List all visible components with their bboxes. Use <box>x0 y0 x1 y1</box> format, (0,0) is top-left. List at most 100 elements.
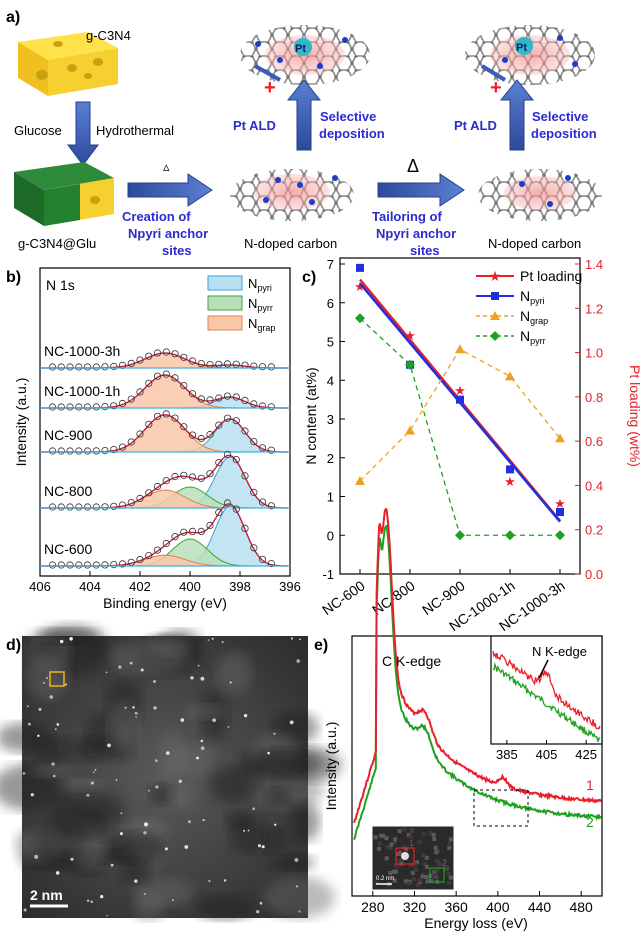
pt-marker: ★ <box>554 496 566 511</box>
legend-pyrr-marker <box>490 331 500 341</box>
ngrap-marker <box>405 425 415 435</box>
data-point <box>153 349 162 357</box>
data-point <box>110 560 118 569</box>
data-point <box>258 444 267 452</box>
inset-xtick-label: 385 <box>496 747 518 762</box>
single-atom <box>229 681 232 684</box>
inset-pixel <box>400 857 405 862</box>
inset-pixel <box>377 841 382 846</box>
data-point <box>171 472 179 481</box>
data-point <box>136 494 144 502</box>
inset-pixel <box>432 870 437 875</box>
data-point <box>48 447 57 455</box>
legend-pyri-marker <box>491 292 499 300</box>
data-point <box>153 412 162 420</box>
legend-npyri-swatch <box>207 275 243 291</box>
single-atom <box>110 863 114 867</box>
data-point <box>83 403 92 411</box>
data-point <box>206 521 214 530</box>
texture-blob <box>30 764 76 777</box>
curve-1-label: 1 <box>586 777 594 793</box>
inset-pixel <box>393 869 398 874</box>
data-point <box>75 403 83 411</box>
selective-arrow-1 <box>286 79 322 151</box>
single-atom <box>69 637 73 641</box>
inset-pixel <box>421 853 426 858</box>
n-kedge-label: N K-edge <box>532 644 587 659</box>
b-xtick-label: 402 <box>129 579 151 594</box>
single-atom <box>46 677 48 679</box>
data-point <box>92 561 100 569</box>
c-y2tick-label: 1.2 <box>585 301 603 316</box>
data-point <box>66 363 74 371</box>
cross-icon: + <box>264 77 276 99</box>
data-point <box>145 551 153 560</box>
inset-pixel <box>446 881 451 885</box>
single-atom <box>26 705 29 708</box>
panel-e-frame <box>351 635 603 897</box>
step1-line1: Creation of <box>122 209 191 224</box>
data-point <box>83 363 92 371</box>
inset-pixel <box>385 845 390 849</box>
b-xtick-label: 398 <box>229 579 251 594</box>
data-point <box>118 399 127 408</box>
data-point <box>223 360 232 368</box>
single-atom <box>208 879 211 883</box>
inset-pixel <box>413 863 418 868</box>
npyrr-marker <box>355 313 365 324</box>
single-atom <box>38 708 42 711</box>
inset-pixel <box>420 874 425 879</box>
single-atom <box>190 676 194 680</box>
data-point <box>258 402 267 410</box>
region-2-label: 2 <box>442 858 447 868</box>
data-point <box>267 363 275 371</box>
c-ytick-label: 7 <box>327 257 334 272</box>
data-point <box>267 403 275 411</box>
single-atom <box>124 706 127 709</box>
data-point <box>57 403 65 411</box>
npyri-marker <box>356 263 364 272</box>
single-atom <box>155 785 159 789</box>
c-ytick-label: -1 <box>322 567 334 582</box>
single-atom <box>202 819 205 822</box>
ngrap-marker <box>455 344 465 354</box>
data-point <box>162 348 170 356</box>
data-point <box>48 363 57 371</box>
data-point <box>197 395 205 403</box>
inset-pixel <box>434 873 439 878</box>
data-point <box>241 427 249 435</box>
data-point <box>188 431 197 439</box>
inset-pixel <box>397 829 402 834</box>
c-ytick-label: 2 <box>327 451 334 466</box>
single-atom <box>200 746 205 750</box>
cross-icon-2: + <box>490 77 502 99</box>
inset-pixel <box>381 833 386 838</box>
inset-pixel <box>388 845 393 850</box>
pt-ald-1: Pt ALD <box>233 118 276 133</box>
pt-marker: ★ <box>454 383 466 398</box>
inset-xtick-label: 425 <box>575 747 597 762</box>
n1s-title: N 1s <box>46 277 75 293</box>
data-point <box>136 388 144 396</box>
panel-b: b) N 1s Intensity (a.u.) Binding energy … <box>6 267 301 611</box>
single-atom <box>86 793 90 797</box>
c-y2tick-label: 0.8 <box>585 390 603 405</box>
legend-c-npyrr: Npyrr <box>520 328 546 346</box>
data-point <box>101 503 109 511</box>
inset-pixel <box>404 879 408 884</box>
texture-blob <box>208 766 261 803</box>
data-point <box>223 450 232 459</box>
single-atom <box>106 914 108 917</box>
legend-npyrr: Npyrr <box>248 296 273 313</box>
panel-d: d) 2 nm <box>0 624 342 920</box>
legend-grap-marker <box>490 311 500 320</box>
n-kedge-arrow <box>538 659 549 679</box>
data-point <box>110 362 118 370</box>
texture-blob <box>263 876 335 919</box>
inset-pixel <box>424 864 429 869</box>
single-atom <box>52 774 56 778</box>
data-point <box>101 446 109 455</box>
legend-pt-marker: ★ <box>489 268 502 284</box>
pt-sheet-2: Pt + <box>465 25 595 99</box>
data-point <box>127 438 135 446</box>
